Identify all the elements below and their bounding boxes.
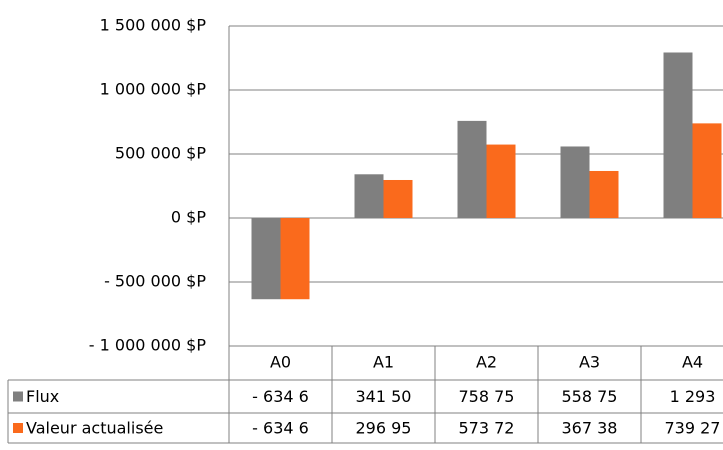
x-tick-label: A2	[476, 353, 497, 372]
table-cell: 758 75	[459, 387, 515, 406]
table-cell: 1 293	[670, 387, 716, 406]
table-cell: 558 75	[562, 387, 618, 406]
x-tick-label: A3	[579, 353, 600, 372]
bar	[663, 52, 693, 218]
y-tick-label: - 500 000 $P	[104, 272, 206, 291]
bar	[383, 179, 413, 218]
y-tick-label: 1 500 000 $P	[100, 16, 207, 35]
y-tick-label: 0 $P	[171, 208, 206, 227]
bar	[251, 218, 281, 300]
bar	[354, 174, 384, 218]
table-cell: 296 95	[356, 419, 412, 438]
table-cell: - 634 6	[252, 419, 309, 438]
table-cell: 573 72	[459, 419, 515, 438]
y-tick-label: 500 000 $P	[115, 144, 206, 163]
legend-key	[13, 391, 23, 402]
bar	[280, 218, 310, 300]
bar	[457, 120, 487, 218]
y-tick-label: 1 000 000 $P	[100, 80, 207, 99]
bar	[589, 170, 619, 218]
bar	[560, 146, 590, 218]
table-cell: 341 50	[356, 387, 412, 406]
table-cell: 367 38	[562, 419, 618, 438]
legend-label: Valeur actualisée	[26, 419, 163, 438]
bar	[692, 123, 722, 218]
legend-key	[13, 423, 23, 433]
x-tick-label: A4	[682, 353, 703, 372]
table-cell: 739 27	[665, 419, 721, 438]
x-tick-label: A1	[373, 353, 394, 372]
legend-label: Flux	[26, 387, 59, 406]
table-cell: - 634 6	[252, 387, 309, 406]
y-tick-label: - 1 000 000 $P	[89, 336, 207, 355]
x-tick-label: A0	[270, 353, 291, 372]
bar	[486, 144, 516, 218]
